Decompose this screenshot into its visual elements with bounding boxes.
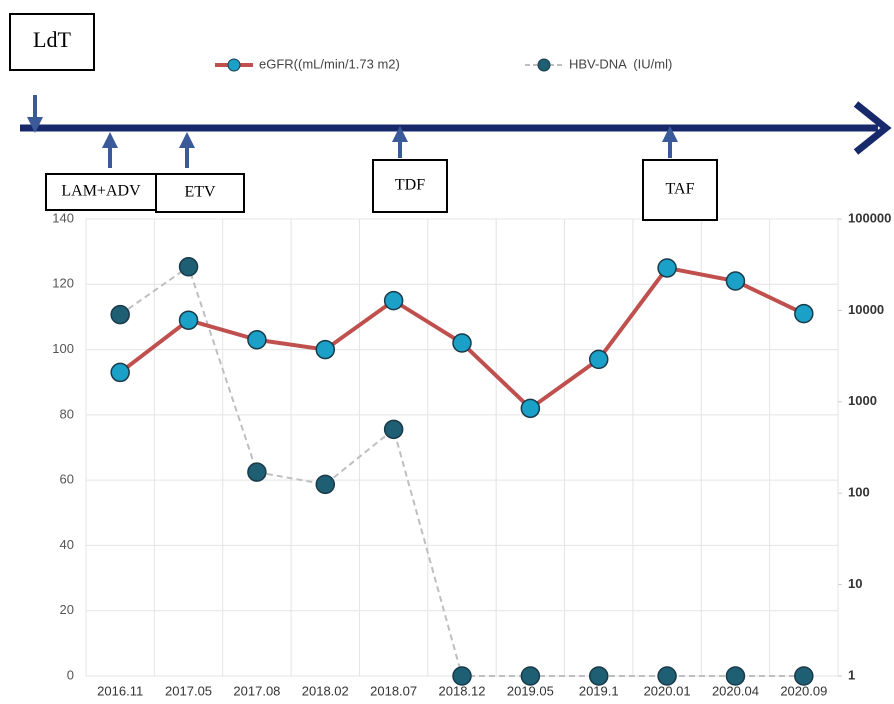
x-tick-label: 2020.01 [644,683,691,698]
x-tick-label: 2020.04 [712,683,759,698]
marker [725,271,746,291]
timeline [20,101,892,155]
annotation-box [9,13,95,71]
marker [588,349,609,370]
y-tick-label: 80 [60,406,74,421]
x-tick-label: 2020.09 [780,683,827,698]
x-tick-label: 2017.05 [165,683,212,698]
marker [247,462,267,482]
annotation-box [372,159,448,213]
marker [657,258,677,278]
legend-marker [537,58,551,72]
y-tick-label: 140 [52,210,74,225]
x-tick-label: 2018.02 [302,683,349,698]
annotation-label: LAM+ADV [61,183,141,200]
x-tick-label: 2019.05 [507,683,554,698]
x-tick-label: 2017.08 [233,683,280,698]
legend-marker [227,58,241,72]
y-tick-label: 20 [60,602,74,617]
marker [315,474,336,495]
annotation-label: LdT [33,27,71,52]
marker [520,666,541,686]
annotation-label: TAF [666,181,695,198]
marker [657,666,677,686]
x-tick-label: 2018.07 [370,683,417,698]
y-tick-label: 40 [60,537,74,552]
marker [247,330,267,350]
x-tick-label: 2018.12 [439,683,486,698]
annotation-label: TDF [395,177,425,194]
marker [588,666,609,686]
annotation-box [155,173,245,213]
y2-tick-label: 100000 [848,210,891,225]
y-tick-label: 0 [67,667,74,682]
annotation-label: ETV [184,184,216,201]
annotation-box [642,159,718,221]
y2-tick-label: 10 [848,576,862,591]
y-tick-label: 100 [52,341,74,356]
legend-label: HBV-DNA (IU/ml) [569,56,672,71]
marker [383,290,404,311]
marker [794,666,814,686]
marker [725,666,746,686]
marker [110,362,130,383]
x-tick-label: 2016.11 [97,683,143,698]
marker [178,257,199,277]
marker [110,304,130,325]
y2-tick-label: 1 [848,667,855,682]
y-tick-label: 60 [60,472,74,487]
y2-tick-label: 10000 [848,302,884,317]
y2-tick-label: 100 [848,485,870,500]
legend-label: eGFR((mL/min/1.73 m2) [259,56,400,71]
marker [794,303,814,324]
y2-tick-label: 1000 [848,393,877,408]
marker [383,419,404,440]
marker [315,339,336,360]
x-tick-label: 2019.1 [579,683,619,698]
annotation-box [45,173,157,211]
marker [452,666,472,686]
marker [452,333,472,353]
y-tick-label: 120 [52,276,74,291]
marker [178,310,199,330]
marker [520,398,541,419]
